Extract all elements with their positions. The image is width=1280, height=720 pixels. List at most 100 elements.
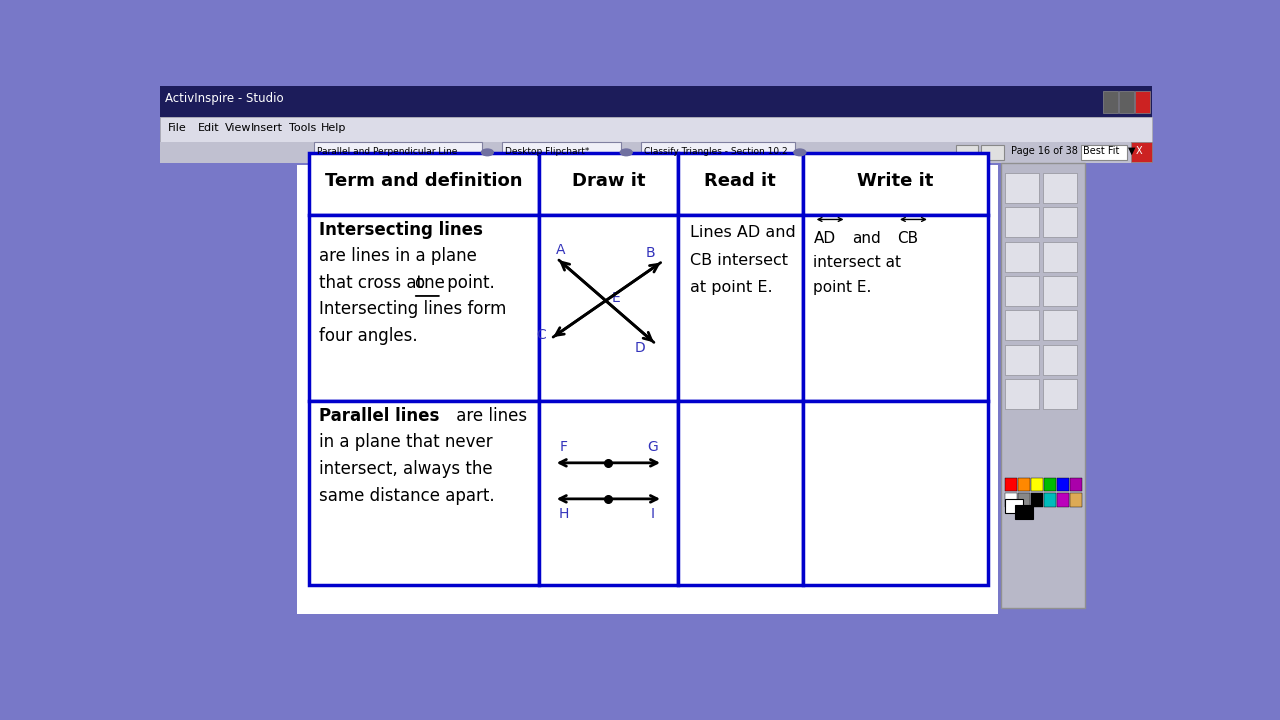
Bar — [502, 143, 621, 162]
Bar — [1057, 493, 1069, 507]
Bar — [678, 401, 803, 585]
Text: C: C — [536, 328, 545, 342]
Bar — [1044, 493, 1056, 507]
Text: View: View — [224, 123, 251, 133]
Text: intersect at: intersect at — [813, 256, 901, 271]
Text: Intersecting lines form: Intersecting lines form — [319, 300, 506, 318]
Bar — [1070, 478, 1082, 491]
Bar — [539, 153, 678, 215]
Text: four angles.: four angles. — [319, 327, 417, 345]
Bar — [160, 142, 1152, 163]
Bar — [956, 145, 978, 160]
Bar — [641, 143, 795, 162]
Bar — [1043, 242, 1076, 271]
Text: point.: point. — [442, 274, 494, 292]
Text: intersect, always the: intersect, always the — [319, 460, 493, 478]
Circle shape — [794, 149, 806, 156]
Text: H: H — [558, 508, 568, 521]
Bar — [1119, 91, 1134, 113]
Bar — [1135, 91, 1149, 113]
Circle shape — [621, 149, 632, 156]
Text: same distance apart.: same distance apart. — [319, 487, 494, 505]
Text: point E.: point E. — [813, 280, 872, 295]
Text: Read it: Read it — [704, 172, 776, 190]
Text: Page 16 of 38: Page 16 of 38 — [1011, 146, 1078, 156]
Text: E: E — [612, 291, 621, 305]
Bar — [1030, 493, 1043, 507]
Bar — [539, 401, 678, 585]
Text: that cross at: that cross at — [319, 274, 428, 292]
Text: Parallel and Perpendicular Line: Parallel and Perpendicular Line — [316, 147, 457, 156]
Bar — [1043, 310, 1076, 341]
Bar — [1018, 478, 1030, 491]
Bar — [1001, 163, 1084, 608]
Bar — [308, 401, 539, 585]
Bar — [1005, 207, 1039, 237]
Bar — [160, 117, 1152, 142]
Bar — [1043, 276, 1076, 306]
Text: Parallel lines: Parallel lines — [319, 407, 439, 425]
Bar — [160, 86, 1152, 117]
Text: Classify Triangles - Section 10.2: Classify Triangles - Section 10.2 — [644, 147, 787, 156]
Bar — [982, 145, 1005, 160]
Text: at point E.: at point E. — [690, 280, 772, 295]
Bar — [1132, 142, 1152, 162]
Text: File: File — [168, 123, 187, 133]
Bar — [1057, 478, 1069, 491]
Text: Desktop Flipchart*: Desktop Flipchart* — [506, 147, 590, 156]
Text: Write it: Write it — [858, 172, 933, 190]
Bar — [1043, 379, 1076, 409]
Bar — [297, 165, 998, 614]
Bar — [1005, 478, 1018, 491]
Bar — [1070, 493, 1082, 507]
Text: A: A — [556, 243, 566, 257]
Bar — [308, 215, 539, 401]
Bar — [1018, 493, 1030, 507]
Bar — [1005, 310, 1039, 341]
Text: D: D — [635, 341, 645, 355]
Text: ActivInspire - Studio: ActivInspire - Studio — [165, 92, 284, 105]
Text: X: X — [1137, 146, 1143, 156]
Text: G: G — [648, 441, 658, 454]
Bar — [1103, 91, 1119, 113]
Circle shape — [481, 149, 493, 156]
Text: Help: Help — [321, 123, 346, 133]
Bar — [308, 153, 539, 215]
Text: Edit: Edit — [197, 123, 219, 133]
Bar — [1043, 207, 1076, 237]
Bar — [1015, 505, 1033, 519]
Bar — [1005, 493, 1018, 507]
Text: one: one — [413, 274, 445, 292]
Bar — [803, 215, 988, 401]
Text: ▼: ▼ — [1128, 146, 1135, 156]
Bar — [1044, 478, 1056, 491]
Text: Draw it: Draw it — [572, 172, 645, 190]
Text: are lines: are lines — [451, 407, 527, 425]
Text: B: B — [645, 246, 655, 260]
Bar — [1005, 379, 1039, 409]
Text: F: F — [559, 441, 568, 454]
Text: are lines in a plane: are lines in a plane — [319, 247, 476, 265]
Bar — [1005, 345, 1039, 374]
Text: CB intersect: CB intersect — [690, 253, 787, 268]
Text: in a plane that never: in a plane that never — [319, 433, 493, 451]
Text: I: I — [652, 508, 655, 521]
Bar — [1043, 173, 1076, 203]
Bar — [678, 215, 803, 401]
Text: AD: AD — [814, 230, 836, 246]
Bar — [1080, 145, 1128, 160]
Text: Insert: Insert — [251, 123, 283, 133]
Text: CB: CB — [897, 230, 918, 246]
Bar — [1005, 276, 1039, 306]
Text: Term and definition: Term and definition — [325, 172, 522, 190]
Bar — [1005, 500, 1023, 513]
Bar — [678, 153, 803, 215]
Text: Best Fit: Best Fit — [1083, 146, 1119, 156]
Bar — [314, 143, 483, 162]
Bar — [803, 153, 988, 215]
Bar — [803, 401, 988, 585]
Bar — [1043, 345, 1076, 374]
Bar — [539, 215, 678, 401]
Bar — [1005, 173, 1039, 203]
Text: Tools: Tools — [289, 123, 316, 133]
